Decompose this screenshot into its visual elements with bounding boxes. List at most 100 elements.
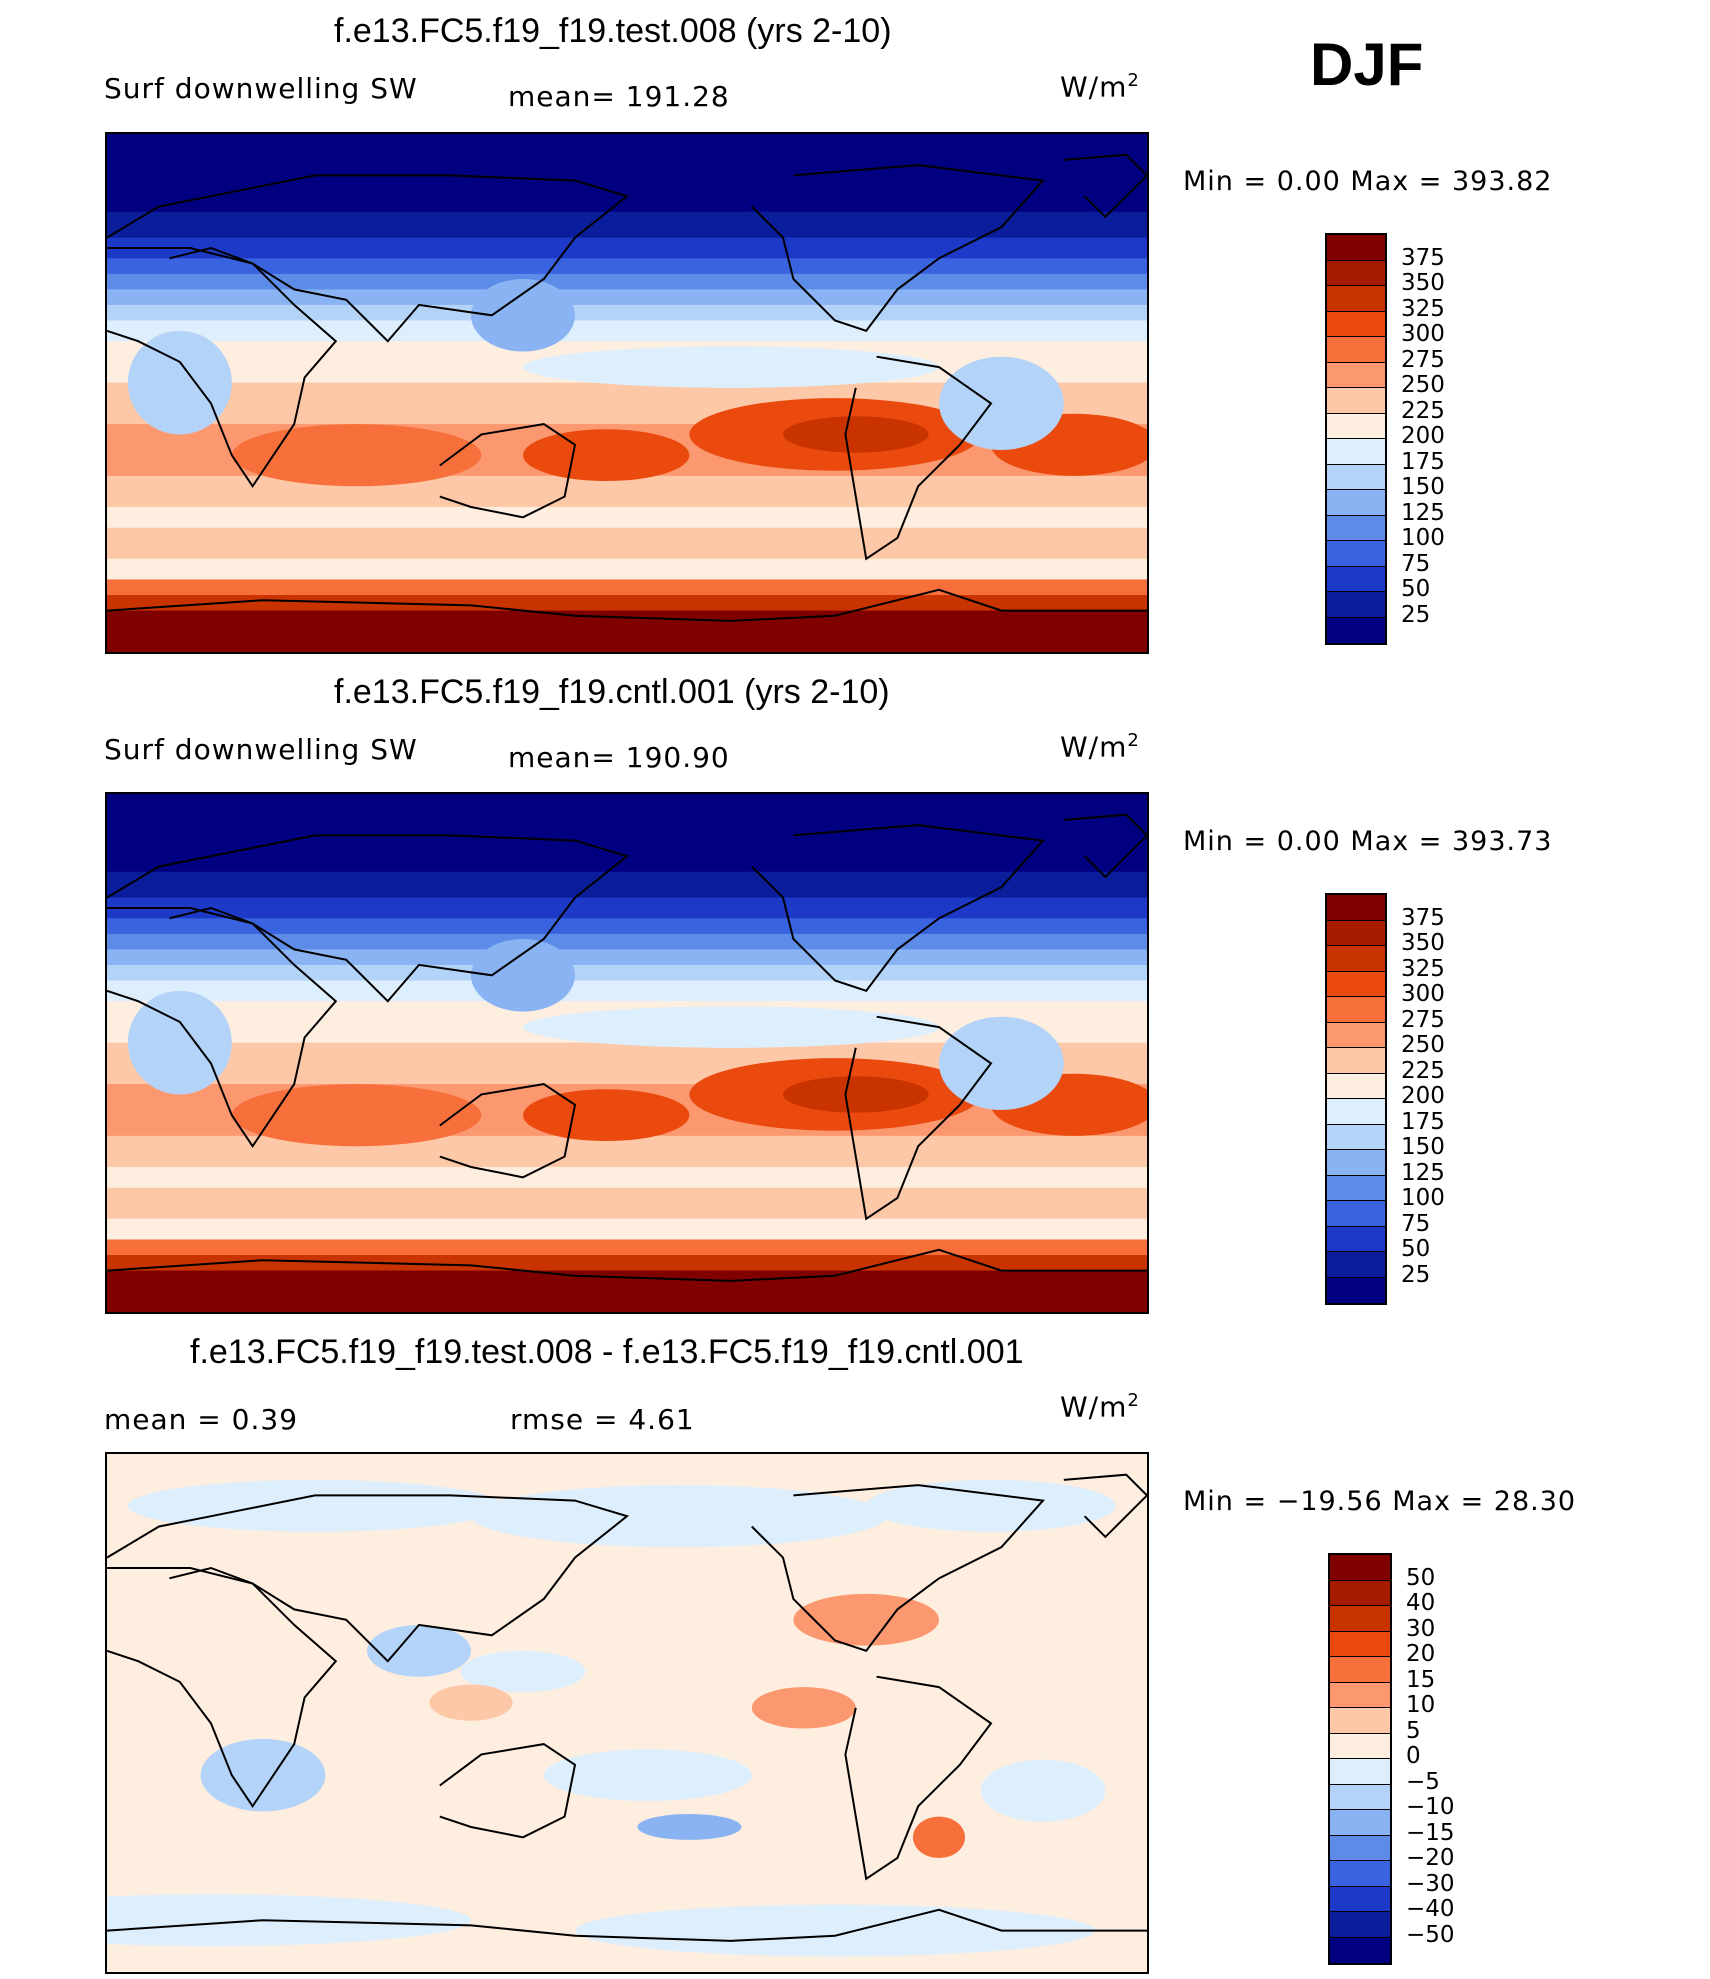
colorbar-swatch xyxy=(1327,895,1385,921)
field-blob xyxy=(471,939,575,1012)
colorbar-swatch xyxy=(1330,1682,1390,1708)
panel-3-rmse-label: rmse = 4.61 xyxy=(510,1403,695,1436)
field-band xyxy=(107,273,1147,291)
colorbar-tick-label: 50 xyxy=(1406,1564,1436,1591)
colorbar-swatch xyxy=(1327,1048,1385,1074)
field-blob xyxy=(523,346,939,388)
colorbar-tick-label: 325 xyxy=(1401,295,1445,322)
coastline xyxy=(1063,153,1147,219)
field-blob xyxy=(866,1479,1116,1532)
colorbar-tick-label: 225 xyxy=(1401,1057,1445,1084)
colorbar-swatch xyxy=(1327,439,1385,465)
field-band xyxy=(107,1135,1147,1168)
field-band xyxy=(107,933,1147,951)
colorbar-swatch xyxy=(1330,1555,1390,1581)
colorbar-tick-label: 325 xyxy=(1401,955,1445,982)
colorbar-swatch xyxy=(1330,1937,1390,1963)
field-band xyxy=(107,1218,1147,1241)
colorbar-tick-label: 10 xyxy=(1406,1692,1436,1718)
field-blob xyxy=(523,429,690,482)
coastline xyxy=(751,1484,1046,1652)
colorbar-tick-label: 75 xyxy=(1401,550,1431,577)
field-band xyxy=(107,304,1147,322)
panel-2-title: f.e13.FC5.f19_f19.cntl.001 (yrs 2-10) xyxy=(334,673,890,711)
colorbar-tick-label: 25 xyxy=(1401,601,1431,628)
coastline xyxy=(751,164,1046,332)
colorbar-swatch xyxy=(1327,1226,1385,1252)
colorbar-tick-label: 75 xyxy=(1401,1210,1431,1237)
field-blob xyxy=(231,424,482,487)
colorbar-swatch xyxy=(1327,490,1385,516)
field-blob xyxy=(939,356,1064,450)
coastline xyxy=(107,1248,1147,1282)
colorbar-swatch xyxy=(1327,388,1385,414)
colorbar-tick-label: 275 xyxy=(1401,1006,1445,1033)
colorbar-swatch xyxy=(1327,1073,1385,1099)
field-blob xyxy=(523,1006,939,1048)
panel-3-title: f.e13.FC5.f19_f19.test.008 - f.e13.FC5.f… xyxy=(190,1333,1024,1371)
coastline xyxy=(439,1083,577,1179)
field-blob xyxy=(429,1684,513,1721)
field-band xyxy=(107,794,1147,873)
season-label: DJF xyxy=(1310,31,1424,98)
field-band xyxy=(107,320,1147,343)
field-band xyxy=(107,475,1147,508)
field-blob xyxy=(471,279,575,352)
colorbar-tick-label: 15 xyxy=(1406,1666,1436,1693)
colorbar-swatch xyxy=(1330,1657,1390,1683)
panel-1-map xyxy=(105,132,1149,654)
colorbar-tick-label: 125 xyxy=(1401,499,1445,526)
colorbar-tick-label: 100 xyxy=(1401,525,1445,551)
colorbar-swatch xyxy=(1330,1580,1390,1606)
panel-3-minmax: Min = −19.56 Max = 28.30 xyxy=(1183,1486,1577,1517)
field-band xyxy=(107,949,1147,966)
panel-2-variable-label: Surf downwelling SW xyxy=(104,733,418,766)
colorbar-swatch xyxy=(1327,286,1385,312)
field-band xyxy=(107,1187,1147,1220)
panel-1-mean-label: mean= 191.28 xyxy=(508,80,730,113)
coastline xyxy=(1063,1473,1147,1539)
field-band xyxy=(107,527,1147,560)
colorbar-tick-label: 350 xyxy=(1401,270,1445,296)
field-blob xyxy=(543,1749,752,1802)
colorbar-tick-label: 300 xyxy=(1401,321,1445,347)
panel-3-map xyxy=(105,1452,1149,1974)
colorbar-tick-label: −5 xyxy=(1406,1768,1440,1795)
field-band xyxy=(107,258,1147,275)
colorbar-tick-label: −40 xyxy=(1406,1896,1455,1922)
colorbar-tick-label: 350 xyxy=(1401,930,1445,956)
field-blob xyxy=(637,1814,742,1840)
panel-3-colorbar xyxy=(1328,1553,1392,1965)
colorbar-swatch xyxy=(1327,592,1385,618)
coastline xyxy=(844,1015,993,1221)
colorbar-swatch xyxy=(1327,515,1385,541)
colorbar-swatch xyxy=(1327,1124,1385,1150)
colorbar-swatch xyxy=(1327,1150,1385,1176)
colorbar-swatch xyxy=(1327,566,1385,592)
field-blob xyxy=(939,1016,1064,1110)
coastline xyxy=(439,423,577,519)
field-blob xyxy=(127,1479,503,1532)
colorbar-tick-label: 40 xyxy=(1406,1590,1436,1616)
colorbar-swatch xyxy=(1330,1708,1390,1734)
panel-1-minmax: Min = 0.00 Max = 393.82 xyxy=(1183,166,1553,197)
colorbar-swatch xyxy=(1327,1099,1385,1125)
colorbar-tick-label: 25 xyxy=(1401,1261,1431,1288)
colorbar-tick-label: −20 xyxy=(1406,1845,1455,1871)
coastline xyxy=(107,174,630,343)
colorbar-swatch xyxy=(1327,617,1385,643)
field-blob xyxy=(231,1084,482,1147)
field-blob xyxy=(460,1650,586,1693)
colorbar-tick-label: 150 xyxy=(1401,474,1445,500)
colorbar-swatch xyxy=(1327,997,1385,1023)
colorbar-tick-label: 0 xyxy=(1406,1743,1421,1769)
field-blob xyxy=(751,1687,856,1729)
panel-1-colorbar xyxy=(1325,233,1387,645)
coastline xyxy=(1063,813,1147,879)
colorbar-swatch xyxy=(1327,235,1385,261)
field-band xyxy=(107,871,1147,899)
panel-2-mean-label: mean= 190.90 xyxy=(508,741,730,774)
colorbar-swatch xyxy=(1327,1175,1385,1201)
colorbar-tick-label: 375 xyxy=(1401,904,1445,931)
colorbar-tick-label: 100 xyxy=(1401,1185,1445,1211)
